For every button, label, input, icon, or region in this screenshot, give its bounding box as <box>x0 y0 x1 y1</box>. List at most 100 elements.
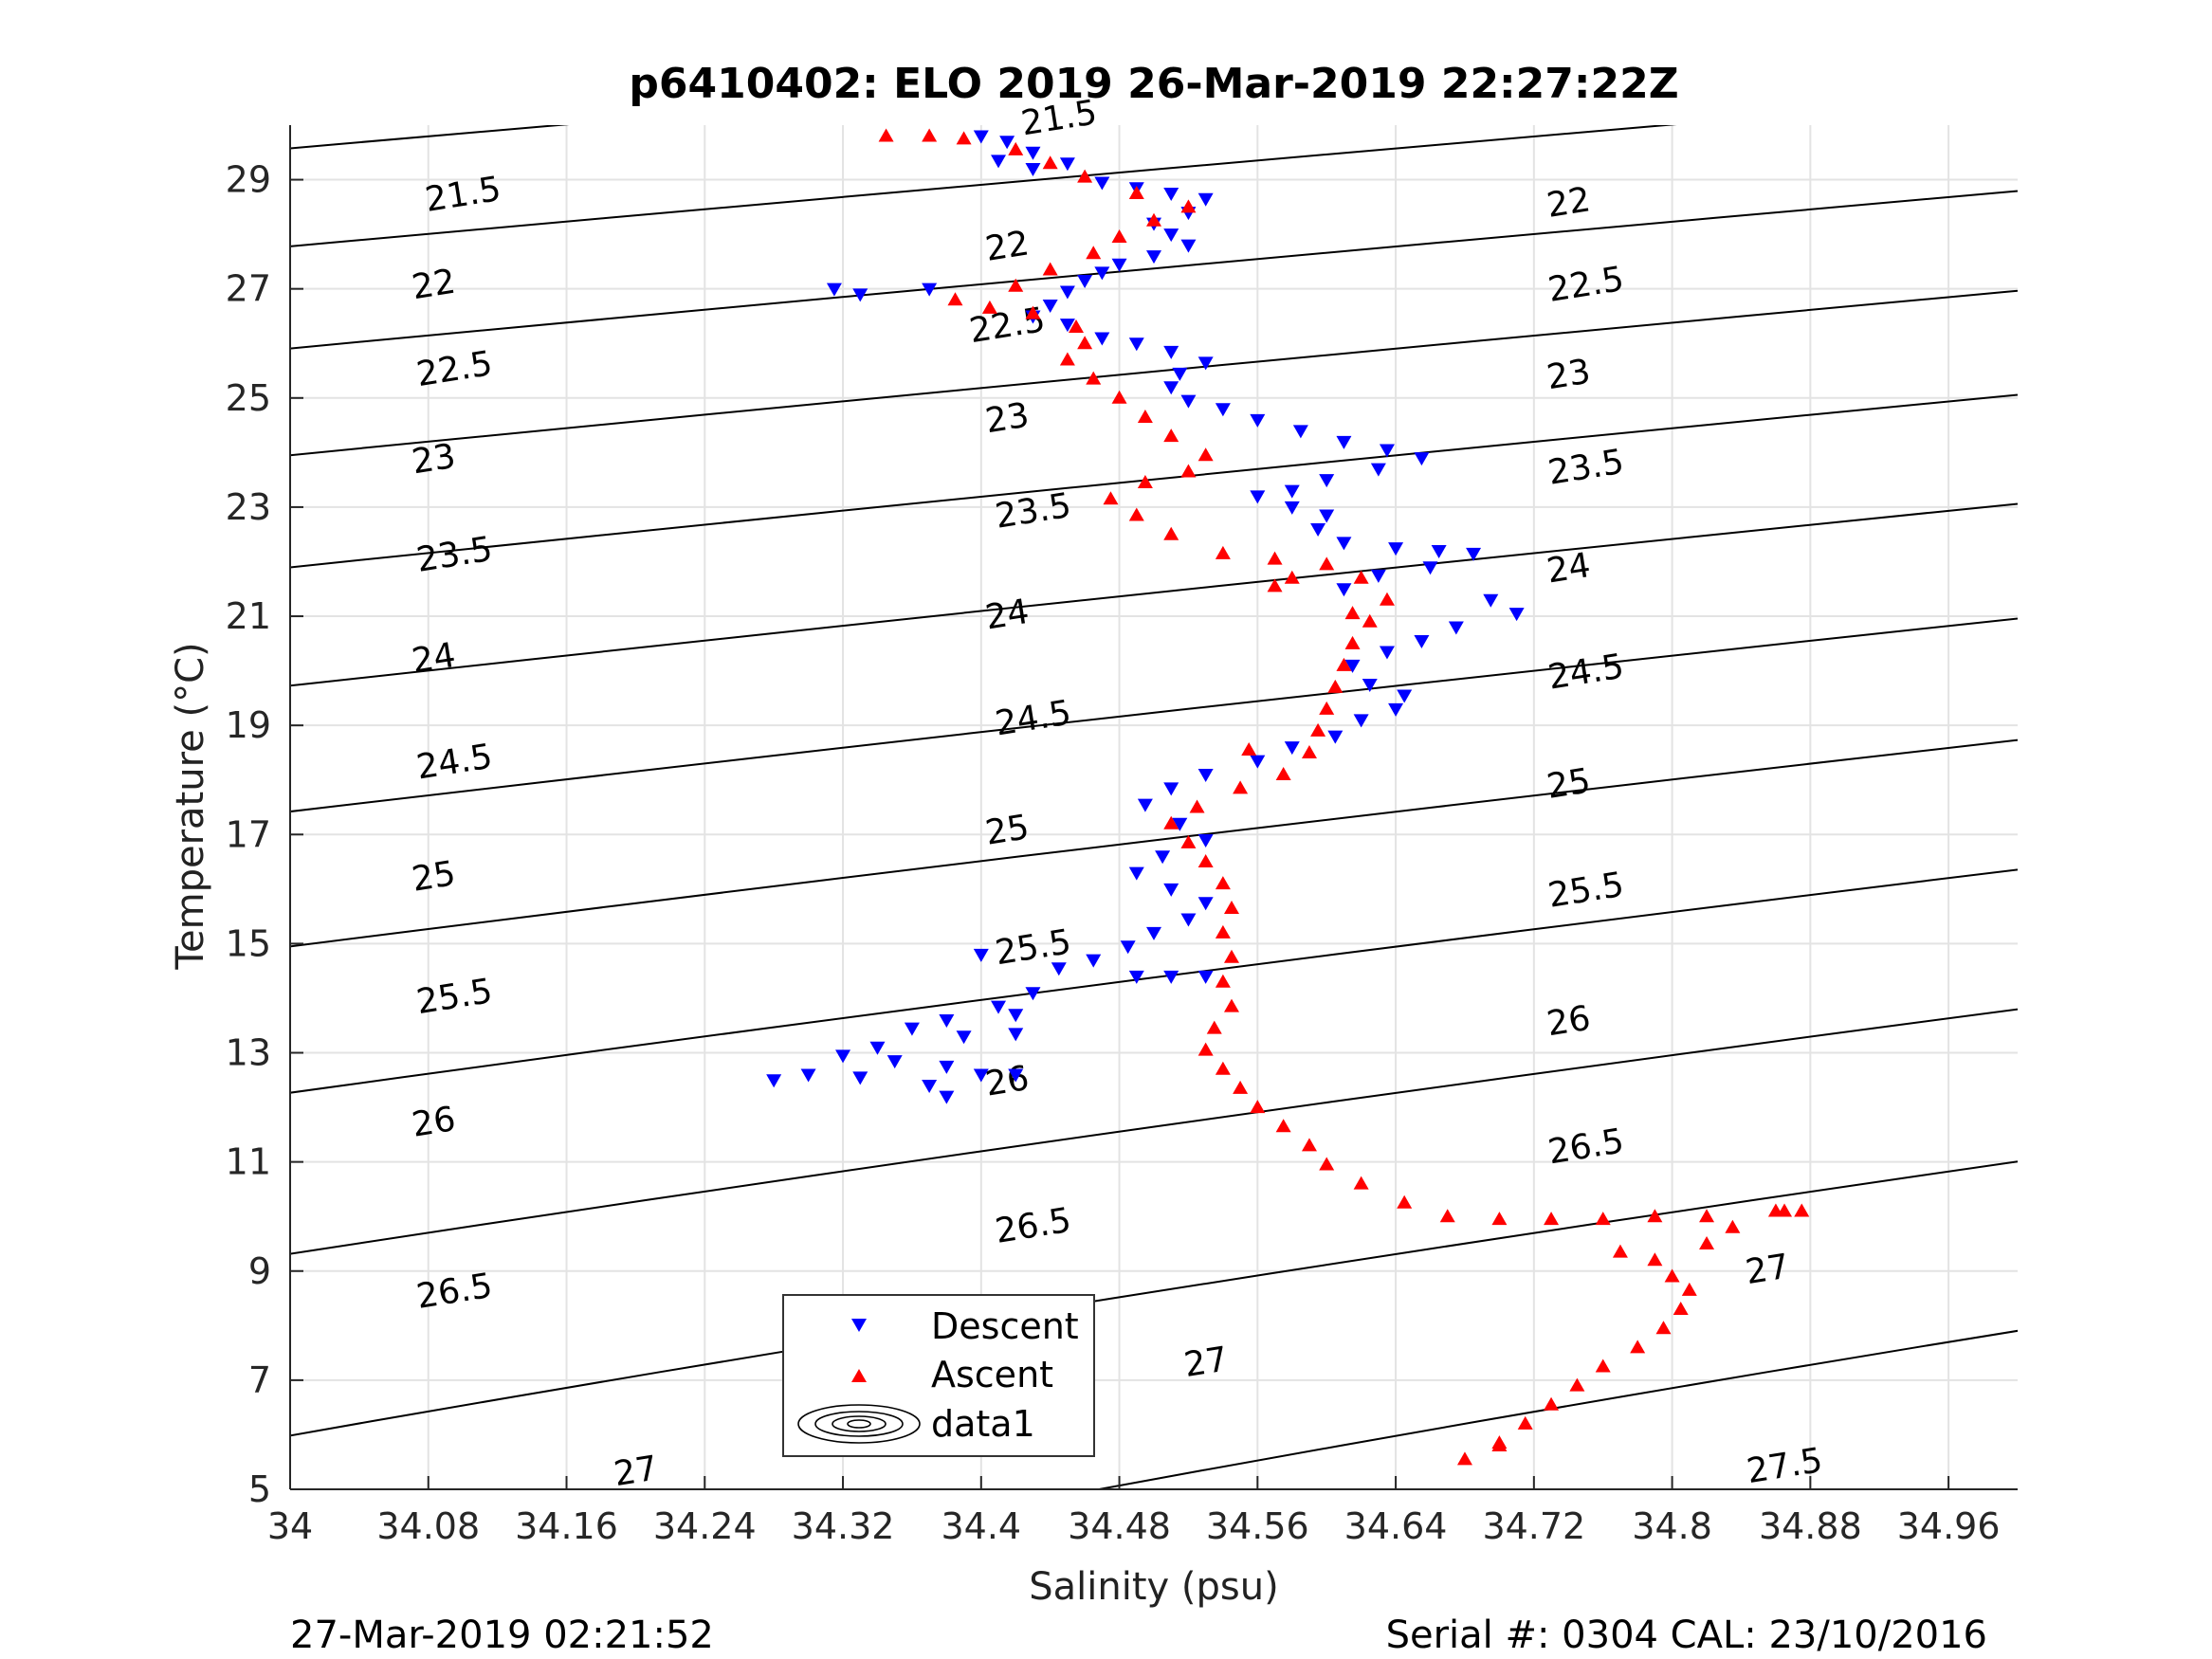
descent-point <box>1163 345 1179 359</box>
descent-point <box>991 155 1007 169</box>
descent-point <box>1197 970 1214 984</box>
descent-point <box>922 1080 938 1094</box>
legend-ascent-marker <box>851 1369 867 1382</box>
descent-point <box>1319 474 1335 488</box>
legend-descent-label: Descent <box>931 1305 1079 1347</box>
ascent-point <box>1206 1020 1222 1034</box>
descent-point <box>766 1074 782 1088</box>
descent-point <box>1370 463 1386 477</box>
ascent-point <box>1069 319 1085 333</box>
ascent-point <box>1137 409 1153 423</box>
ascent-point <box>1595 1358 1611 1373</box>
contour-label: 23 <box>1545 353 1594 398</box>
ascent-point <box>1699 1235 1715 1249</box>
descent-point <box>1008 1009 1024 1023</box>
descent-point <box>1414 634 1430 648</box>
descent-point <box>1250 490 1266 504</box>
descent-point <box>1172 817 1188 831</box>
descent-point <box>1120 940 1136 955</box>
ascent-point <box>1215 876 1231 890</box>
contour-label: 25 <box>983 808 1033 853</box>
ascent-series <box>878 128 1810 1466</box>
descent-point <box>1059 285 1075 300</box>
ascent-point <box>1180 834 1197 848</box>
descent-point <box>904 1022 920 1036</box>
ascent-point <box>1267 551 1283 565</box>
descent-point <box>973 130 989 144</box>
contour-label: 22 <box>410 263 459 308</box>
ascent-point <box>1163 428 1179 443</box>
descent-point <box>1025 146 1041 160</box>
descent-point <box>1146 926 1161 940</box>
x-tick-label: 34.64 <box>1344 1505 1448 1547</box>
ascent-point <box>1647 1209 1663 1223</box>
ascent-point <box>1180 464 1197 478</box>
x-tick-label: 34.8 <box>1632 1505 1712 1547</box>
legend-data1-label: data1 <box>931 1403 1035 1445</box>
ascent-point <box>1344 606 1361 620</box>
contour-label: 24 <box>983 592 1033 638</box>
x-tick-label: 34.4 <box>941 1505 1021 1547</box>
ascent-point <box>1042 262 1058 276</box>
footer-serial-cal: Serial #: 0304 CAL: 23/10/2016 <box>1385 1613 1987 1657</box>
descent-point <box>1431 544 1447 558</box>
descent-point <box>1336 435 1352 449</box>
descent-point <box>1250 413 1266 428</box>
ascent-point <box>1059 352 1075 366</box>
x-tick-label: 34.96 <box>1897 1505 2001 1547</box>
ascent-point <box>1111 390 1127 404</box>
ascent-point <box>1267 578 1283 592</box>
descent-point <box>1059 157 1075 172</box>
contour-label: 23 <box>410 437 459 483</box>
ascent-point <box>1250 1100 1266 1114</box>
contour-label: 26 <box>410 1100 459 1145</box>
descent-point <box>800 1068 816 1083</box>
ascent-point <box>1397 1194 1413 1209</box>
descent-point <box>1128 337 1144 352</box>
ascent-point <box>1025 305 1041 319</box>
descent-point <box>1180 394 1197 409</box>
contour-label: 27 <box>1743 1248 1792 1293</box>
descent-point <box>956 1030 972 1045</box>
ascent-point <box>1319 701 1335 715</box>
legend: Descent Ascent data1 <box>782 1294 1095 1457</box>
ascent-point <box>1111 228 1127 243</box>
descent-point <box>1025 987 1041 1001</box>
ascent-point <box>1664 1268 1680 1283</box>
ascent-point <box>1215 1061 1231 1075</box>
contour-label: 24 <box>1545 546 1594 592</box>
descent-point <box>1397 689 1413 703</box>
ascent-point <box>1180 199 1197 213</box>
ascent-point <box>1612 1244 1628 1258</box>
y-tick-label: 27 <box>226 268 271 310</box>
ascent-point <box>1189 799 1205 813</box>
x-tick-label: 34.72 <box>1482 1505 1585 1547</box>
descent-point <box>1155 850 1171 865</box>
descent-point <box>1448 621 1464 635</box>
descent-point <box>1422 561 1438 575</box>
descent-point <box>1094 266 1110 281</box>
ascent-point <box>1647 1252 1663 1267</box>
ascent-point <box>1197 854 1214 868</box>
contour-line <box>290 617 2018 813</box>
y-tick-label: 21 <box>226 595 271 637</box>
legend-data1-contour-icon <box>797 1404 921 1444</box>
contour-line <box>290 738 2018 948</box>
contour-line <box>290 1160 2018 1437</box>
ascent-point <box>947 292 963 306</box>
contour-label: 26 <box>983 1059 1033 1104</box>
descent-point <box>1327 730 1344 744</box>
descent-point <box>887 1055 903 1069</box>
descent-point <box>939 1060 955 1074</box>
contour-label: 25 <box>410 854 459 900</box>
contour-label: 27 <box>612 1449 661 1495</box>
descent-point <box>1051 962 1067 976</box>
ascent-point <box>1301 1138 1317 1152</box>
descent-point <box>1137 798 1153 812</box>
descent-point <box>1388 702 1404 717</box>
descent-point <box>1215 403 1231 417</box>
ascent-point <box>1344 635 1361 649</box>
descent-point <box>1008 1028 1024 1042</box>
descent-point <box>1292 425 1308 439</box>
